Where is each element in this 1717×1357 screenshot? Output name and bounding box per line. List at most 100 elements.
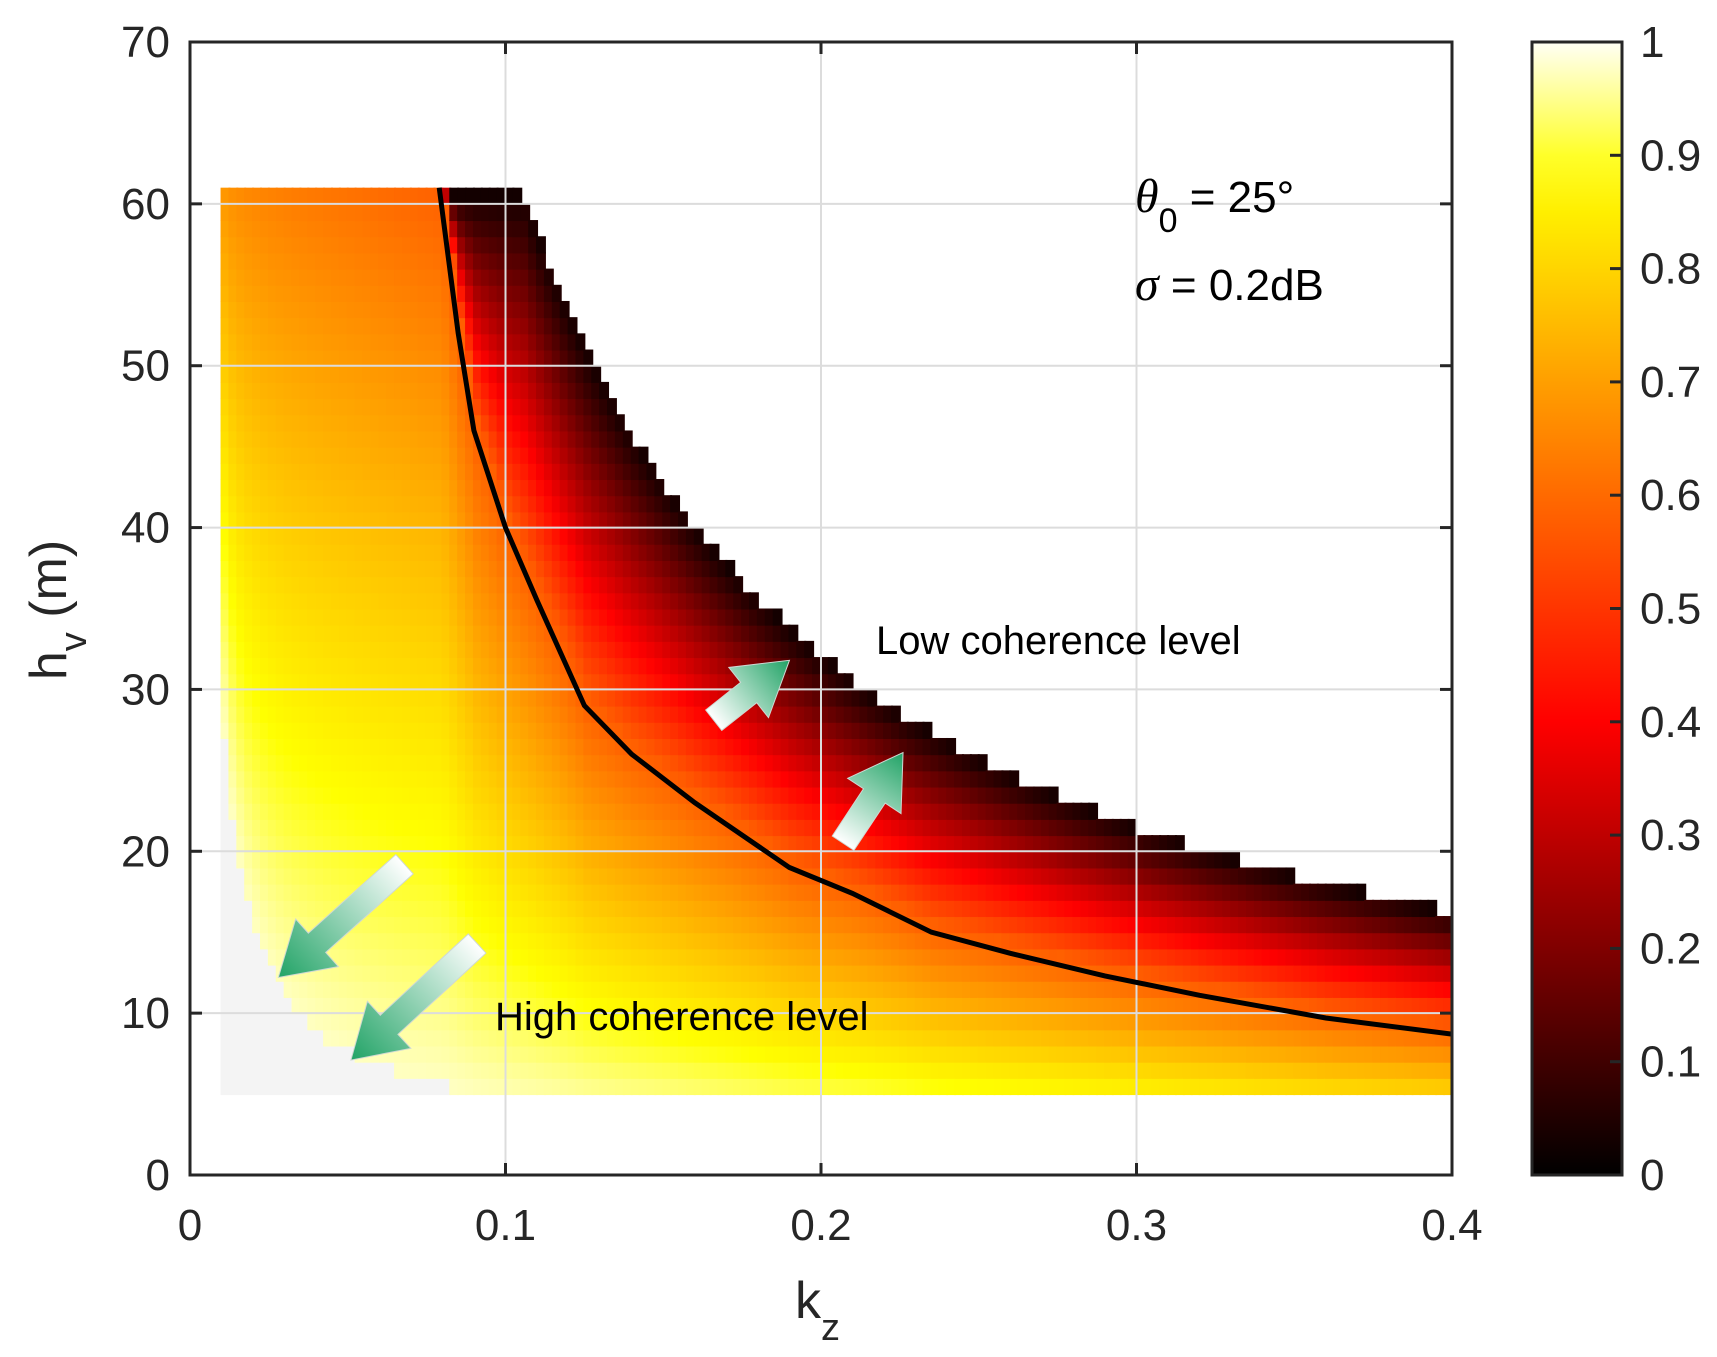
heatmap-cell bbox=[457, 754, 468, 772]
heatmap-cell bbox=[693, 867, 704, 885]
heatmap-cell bbox=[1119, 867, 1130, 885]
heatmap-cell bbox=[252, 883, 262, 901]
heatmap-cell bbox=[299, 1013, 310, 1031]
heatmap-cell bbox=[354, 948, 365, 966]
heatmap-cell bbox=[749, 883, 759, 901]
heatmap-cell bbox=[488, 300, 499, 319]
heatmap-cell bbox=[670, 640, 681, 659]
heatmap-cell bbox=[543, 511, 554, 529]
heatmap-cell bbox=[307, 559, 318, 578]
heatmap-cell bbox=[236, 398, 247, 416]
heatmap-cell bbox=[1222, 883, 1233, 901]
heatmap-cell bbox=[804, 996, 815, 1015]
heatmap-cell bbox=[756, 932, 767, 950]
heatmap-cell bbox=[741, 754, 752, 772]
heatmap-cell bbox=[496, 430, 507, 448]
heatmap-cell bbox=[338, 1061, 349, 1079]
heatmap-cell bbox=[662, 657, 673, 675]
heatmap-cell bbox=[504, 398, 515, 416]
heatmap-cell bbox=[1174, 1029, 1185, 1047]
heatmap-cell bbox=[291, 495, 302, 513]
heatmap-cell bbox=[220, 786, 231, 804]
heatmap-cell bbox=[701, 576, 712, 594]
heatmap-cell bbox=[646, 932, 657, 950]
heatmap-cell bbox=[291, 268, 302, 286]
heatmap-cell bbox=[575, 414, 586, 432]
heatmap-cell bbox=[441, 430, 452, 448]
heatmap-cell bbox=[401, 543, 412, 561]
heatmap-cell bbox=[1143, 867, 1154, 885]
heatmap-cell bbox=[938, 964, 949, 982]
heatmap-cell bbox=[607, 657, 617, 675]
heatmap-cell bbox=[961, 964, 972, 982]
heatmap-cell bbox=[496, 802, 507, 820]
heatmap-cell bbox=[796, 673, 807, 691]
heatmap-cell bbox=[228, 381, 239, 400]
heatmap-cell bbox=[1443, 964, 1452, 982]
heatmap-cell bbox=[1230, 1045, 1241, 1063]
heatmap-cell bbox=[362, 268, 373, 286]
heatmap-cell bbox=[244, 657, 255, 675]
heatmap-cell bbox=[1372, 1045, 1383, 1063]
heatmap-cell bbox=[1064, 932, 1075, 950]
heatmap-cell bbox=[567, 446, 578, 464]
heatmap-cell bbox=[646, 705, 657, 723]
heatmap-cell bbox=[259, 1013, 270, 1031]
heatmap-cell bbox=[756, 737, 767, 756]
heatmap-cell bbox=[551, 381, 562, 400]
heatmap-cell bbox=[883, 916, 893, 934]
heatmap-cell bbox=[551, 883, 562, 901]
heatmap-cell bbox=[985, 1029, 996, 1047]
heatmap-cell bbox=[812, 948, 822, 966]
heatmap-cell bbox=[820, 657, 830, 675]
heatmap-cell bbox=[1080, 1061, 1091, 1079]
heatmap-cell bbox=[354, 462, 365, 481]
heatmap-cell bbox=[488, 349, 499, 367]
heatmap-cell bbox=[725, 657, 736, 675]
heatmap-cell bbox=[1119, 1013, 1130, 1031]
heatmap-cell bbox=[299, 640, 310, 659]
heatmap-cell bbox=[252, 462, 262, 481]
heatmap-cell bbox=[630, 462, 641, 481]
heatmap-cell bbox=[812, 770, 822, 788]
heatmap-cell bbox=[820, 786, 830, 804]
heatmap-cell bbox=[630, 1045, 641, 1063]
heatmap-cell bbox=[646, 996, 657, 1015]
heatmap-cell bbox=[851, 1061, 862, 1079]
heatmap-cell bbox=[425, 1013, 436, 1031]
heatmap-cell bbox=[536, 964, 546, 982]
heatmap-cell bbox=[1048, 1029, 1059, 1047]
heatmap-cell bbox=[1332, 948, 1343, 966]
heatmap-cell bbox=[599, 802, 610, 820]
heatmap-cell bbox=[812, 964, 822, 982]
heatmap-cell bbox=[780, 818, 791, 837]
heatmap-cell bbox=[591, 818, 602, 837]
heatmap-cell bbox=[954, 916, 964, 934]
heatmap-cell bbox=[315, 333, 326, 351]
heatmap-cell bbox=[441, 317, 452, 335]
heatmap-cell bbox=[749, 1077, 759, 1096]
heatmap-cell bbox=[583, 721, 594, 739]
heatmap-cell bbox=[528, 511, 539, 529]
heatmap-cell bbox=[922, 899, 933, 918]
heatmap-cell bbox=[733, 1013, 744, 1031]
heatmap-cell bbox=[820, 996, 830, 1015]
heatmap-cell bbox=[630, 705, 641, 723]
heatmap-cell bbox=[1048, 1077, 1059, 1096]
heatmap-cell bbox=[567, 867, 578, 885]
heatmap-cell bbox=[772, 1013, 783, 1031]
heatmap-cell bbox=[607, 398, 617, 416]
heatmap-cell bbox=[693, 932, 704, 950]
heatmap-cell bbox=[488, 220, 499, 238]
heatmap-cell bbox=[1261, 948, 1272, 966]
heatmap-cell bbox=[969, 835, 980, 853]
heatmap-cell bbox=[607, 754, 617, 772]
heatmap-cell bbox=[362, 252, 373, 270]
heatmap-cell bbox=[812, 1045, 822, 1063]
heatmap-cell bbox=[330, 818, 341, 837]
heatmap-cell bbox=[914, 948, 925, 966]
heatmap-cell bbox=[567, 527, 578, 545]
heatmap-cell bbox=[228, 1029, 239, 1047]
heatmap-cell bbox=[228, 754, 239, 772]
heatmap-cell bbox=[812, 1077, 822, 1096]
